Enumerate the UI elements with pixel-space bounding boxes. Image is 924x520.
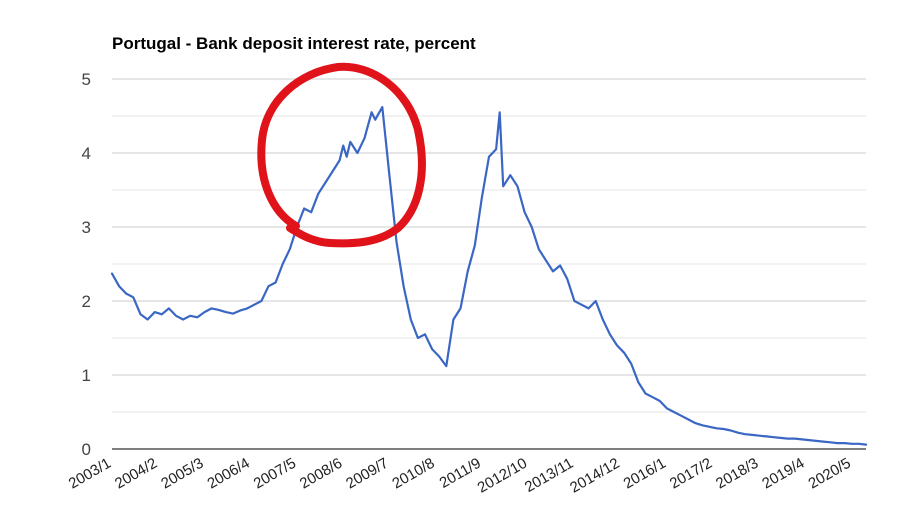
gridlines <box>112 78 866 450</box>
x-tick-label: 2005/3 <box>158 455 206 493</box>
y-tick-label: 3 <box>82 218 91 237</box>
x-axis: 2003/12004/22005/32006/42007/52008/62009… <box>66 455 854 497</box>
x-tick-label: 2017/2 <box>667 455 715 493</box>
x-tick-label: 2003/1 <box>66 455 114 493</box>
series-line <box>110 106 868 446</box>
x-tick-label: 2019/4 <box>759 455 807 493</box>
x-tick-label: 2008/6 <box>297 455 345 493</box>
x-tick-label: 2004/2 <box>112 455 160 493</box>
x-tick-label: 2013/11 <box>522 455 576 496</box>
y-tick-label: 1 <box>82 366 91 385</box>
y-tick-label: 4 <box>82 144 91 163</box>
annotation-circle <box>257 62 426 248</box>
x-tick-label: 2016/1 <box>621 455 669 493</box>
annotation-layer <box>257 62 426 248</box>
x-tick-label: 2007/5 <box>251 455 299 493</box>
x-tick-label: 2018/3 <box>713 455 761 493</box>
x-tick-label: 2010/8 <box>389 455 437 493</box>
x-tick-label: 2012/10 <box>475 455 530 497</box>
x-tick-label: 2014/12 <box>567 455 622 497</box>
x-tick-label: 2020/5 <box>806 455 854 493</box>
series-layer <box>110 106 868 446</box>
y-tick-label: 2 <box>82 292 91 311</box>
y-tick-label: 0 <box>82 440 91 459</box>
chart-title: Portugal - Bank deposit interest rate, p… <box>112 34 476 53</box>
y-axis: 0 1 2 3 4 5 <box>82 70 91 459</box>
x-tick-label: 2006/4 <box>204 455 252 493</box>
x-tick-label: 2009/7 <box>343 455 391 493</box>
y-tick-label: 5 <box>82 70 91 89</box>
